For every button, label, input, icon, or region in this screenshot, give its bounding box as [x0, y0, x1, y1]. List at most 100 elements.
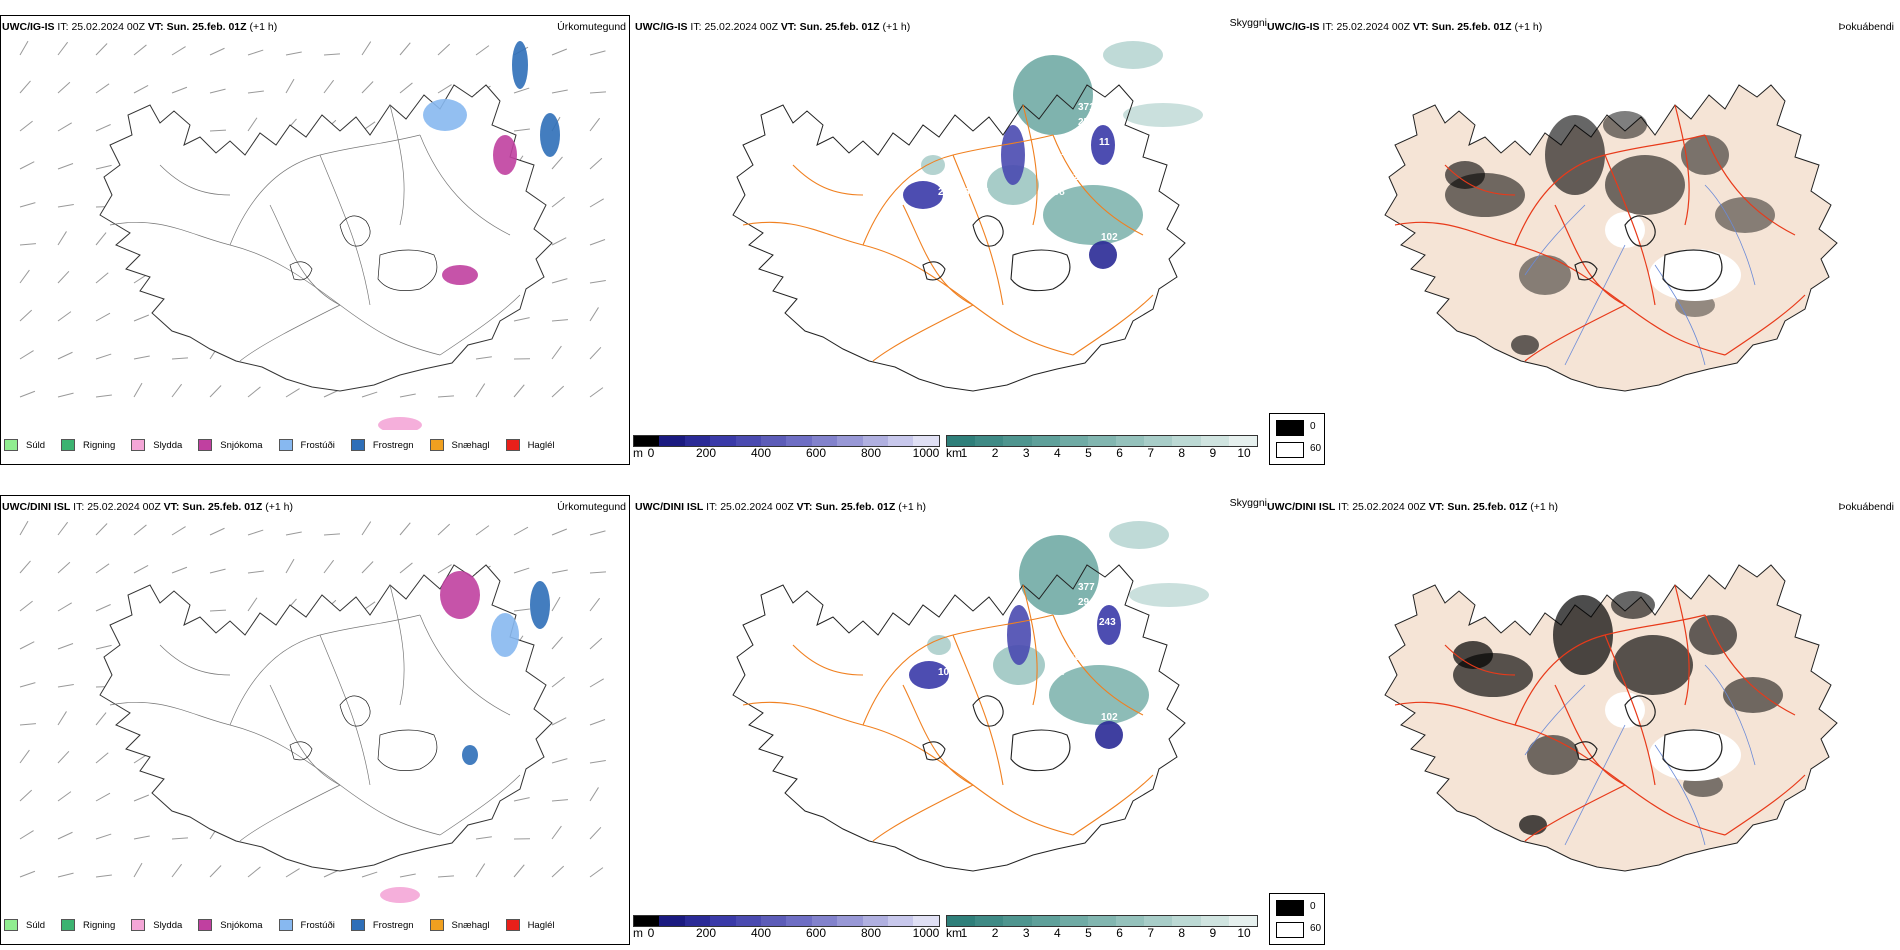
wind-barb: [399, 522, 411, 536]
wind-barb: [209, 527, 225, 536]
wind-barb: [551, 528, 568, 536]
road: [269, 204, 341, 306]
legend-swatch: [4, 919, 18, 931]
wind-barb: [437, 395, 454, 398]
wind-barb: [19, 80, 31, 94]
visibility-label: 371: [1078, 102, 1095, 113]
legend-item: Snæhagl: [429, 919, 490, 931]
wind-barb: [589, 597, 601, 612]
visibility-label: 143: [973, 667, 990, 678]
wind-barb: [171, 526, 186, 536]
ceiling-colorbar: m 0 200 400 600 800 1000: [633, 435, 943, 467]
wind-barb: [133, 835, 150, 840]
wind-barb: [399, 42, 411, 56]
visibility-blob: [1043, 185, 1143, 245]
fog-blob: [1611, 591, 1655, 619]
visibility-label: 255: [1078, 117, 1095, 128]
road-network: [742, 584, 1154, 842]
road: [872, 784, 974, 842]
fog-legend-high: 0: [1310, 421, 1316, 432]
wind-barb: [19, 600, 33, 612]
road: [1072, 294, 1154, 356]
wind-barb: [133, 794, 150, 802]
visibility-blob: [1097, 605, 1121, 645]
colorbar-segment: [811, 436, 838, 446]
legend-label: Snæhagl: [451, 919, 490, 931]
road: [159, 164, 231, 196]
precip-blob: [440, 571, 480, 619]
colorbar-segment: [1116, 436, 1145, 446]
param-title: Þokuábendi: [1838, 501, 1894, 513]
road: [792, 644, 864, 676]
panel-header: UWC/DINI ISL IT: 25.02.2024 00Z VT: Sun.…: [1267, 501, 1898, 515]
colorbar-tick: 3: [1022, 926, 1030, 940]
param-title: Úrkomutegund: [557, 501, 626, 513]
legend-swatch: [505, 439, 520, 451]
fog-indicator-panel: UWC/IG-IS IT: 25.02.2024 00Z VT: Sun. 25…: [1265, 15, 1900, 470]
precip-blob: [491, 613, 519, 657]
vt-value: Sun. 25.feb. 01Z: [1447, 501, 1528, 513]
legend-swatch: [429, 919, 444, 931]
wind-barb: [361, 521, 372, 536]
wind-barb: [247, 570, 264, 574]
fog-map: [1384, 84, 1838, 392]
colorbar-tick: 2: [991, 446, 999, 460]
road: [1052, 614, 1144, 716]
wind-barb: [19, 269, 30, 284]
colorbar-segment: [862, 436, 889, 446]
fog-blob: [1445, 161, 1485, 189]
it-value: 25.02.2024 00Z: [704, 21, 778, 33]
iceland-coastline: [99, 84, 553, 392]
visibility-label: 142: [1061, 147, 1078, 158]
road: [1704, 134, 1796, 236]
river: [1564, 244, 1626, 366]
wind-barb: [57, 392, 74, 398]
colorbar-tick: 5: [1085, 446, 1092, 460]
wind-barb: [247, 386, 261, 398]
road: [159, 644, 231, 676]
param-title: Skyggni: [1229, 497, 1267, 509]
visibility-blob: [1123, 103, 1203, 127]
wind-barb: [513, 128, 530, 132]
wind-barb: [57, 163, 74, 170]
visibility-unit: km: [946, 926, 962, 940]
panel-header: UWC/IG-IS IT: 25.02.2024 00Z VT: Sun. 25…: [1267, 21, 1898, 35]
precip-type-panel: UWC/DINI ISL IT: 25.02.2024 00Z VT: Sun.…: [0, 495, 632, 950]
visibility-blob: [1103, 41, 1163, 69]
wind-barb: [551, 825, 562, 840]
legend-swatch: [131, 439, 146, 451]
wind-barb: [19, 789, 33, 802]
forecast-row-dini-isl: UWC/DINI ISL IT: 25.02.2024 00Z VT: Sun.…: [0, 495, 1900, 950]
vt-label: VT:: [163, 501, 180, 513]
legend-item: Slydda: [131, 919, 182, 931]
wind-barb: [95, 563, 110, 574]
param-title: Þokuábendi: [1838, 21, 1894, 33]
wind-barb: [589, 307, 599, 322]
visibility-label: 377: [1078, 582, 1095, 593]
wind-barb: [209, 609, 227, 612]
legend-item: Haglél: [505, 439, 555, 451]
wind-barb: [95, 164, 112, 170]
visibility-label: 108: [1048, 187, 1065, 198]
wind-barb: [589, 787, 599, 802]
glacier-outline: [1662, 249, 1723, 292]
wind-barb: [551, 569, 568, 574]
colorbar-segment: [913, 436, 939, 446]
colorbar-segment: [684, 436, 711, 446]
wind-barb: [513, 864, 525, 878]
wind-barb: [57, 561, 71, 574]
wind-barb: [247, 866, 261, 878]
wind-barb: [285, 78, 295, 94]
vt-label: VT:: [796, 501, 813, 513]
ceiling-bar: [633, 435, 940, 447]
wind-barb: [247, 90, 264, 94]
colorbar-segment: [1059, 436, 1088, 446]
wind-barb: [475, 863, 486, 878]
panel-header: UWC/DINI ISL IT: 25.02.2024 00Z VT: Sun.…: [2, 501, 630, 515]
colorbar-tick: 0: [647, 446, 655, 460]
it-label: IT:: [706, 501, 718, 513]
wind-barb: [133, 382, 143, 398]
wind-barb: [551, 319, 568, 322]
wind-barb: [285, 868, 300, 878]
param-title: Úrkomutegund: [557, 21, 626, 33]
